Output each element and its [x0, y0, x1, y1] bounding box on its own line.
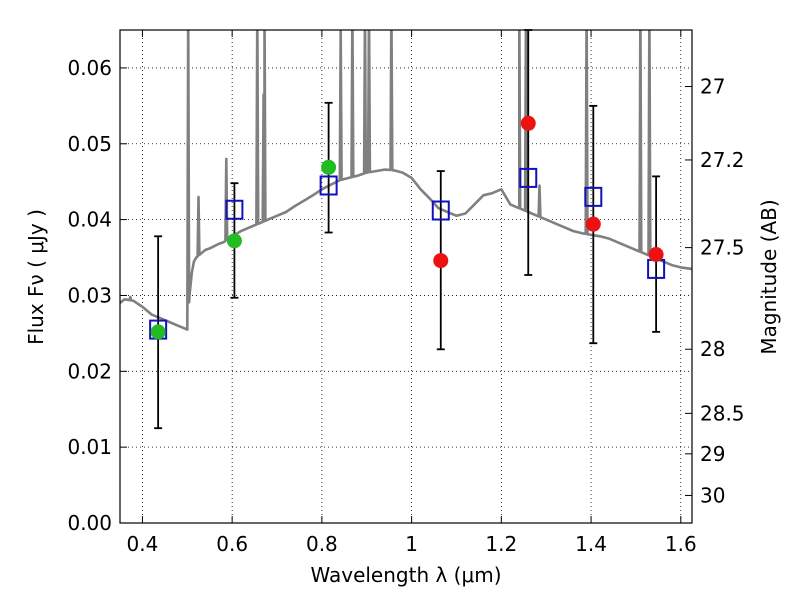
x-tick-label: 0.6: [216, 532, 248, 556]
model-photometry-box: [519, 167, 538, 188]
observed-point-red: [433, 253, 449, 269]
y2-tick-label: 27: [700, 75, 725, 99]
y-tick-label: 0.06: [67, 56, 112, 80]
x-tick-label: 0.8: [306, 532, 338, 556]
y2-tick-label: 27.2: [700, 148, 745, 172]
error-bars-layer: [154, 29, 661, 430]
axes: 0.4 0.6 0.8 1 1.2 1.4 1.6 0.00 0.01 0.02 0.03 0.04 0…: [67, 30, 745, 556]
observed-point-green: [150, 324, 166, 340]
observed-point-red: [520, 115, 536, 131]
x-tick-label: 0.4: [127, 532, 159, 556]
y2-tick-label: 29: [700, 442, 725, 466]
y2-tick-label: 27.5: [700, 236, 745, 260]
model-spectrum-layer: [120, 30, 692, 331]
model-photometry-box: [584, 186, 603, 207]
x-tick-label: 1.2: [485, 532, 517, 556]
y2-tick-label: 30: [700, 483, 725, 507]
x-tick-label: 1: [405, 532, 418, 556]
observed-point-red: [585, 216, 601, 232]
y-tick-label: 0.05: [67, 132, 112, 156]
y-tick-label: 0.04: [67, 208, 112, 232]
y-tick-label: 0.02: [67, 359, 112, 383]
model-photometry-box: [319, 175, 338, 196]
plot-frame: [119, 29, 693, 524]
x-axis-label: Wavelength λ (μm): [310, 563, 501, 587]
model-photometry-box: [225, 199, 244, 220]
observed-point-red: [648, 247, 664, 263]
model-photometry-box: [431, 200, 450, 221]
y2-axis-label: Magnitude (AB): [757, 199, 781, 354]
grid: [120, 30, 692, 524]
y-tick-label: 0.00: [67, 511, 112, 535]
observed-point-green: [321, 159, 337, 175]
x-tick-label: 1.6: [665, 532, 697, 556]
y2-tick-label: 28: [700, 337, 725, 361]
y-axis-label: Flux Fν ( μJy ): [24, 209, 48, 345]
y-tick-label: 0.03: [67, 283, 112, 307]
y2-tick-label: 28.5: [700, 401, 745, 425]
y-tick-label: 0.01: [67, 435, 112, 459]
observed-point-green: [226, 233, 242, 249]
model-spectrum-line: [120, 30, 692, 331]
x-tick-label: 1.4: [575, 532, 607, 556]
observed-points-layer: [150, 115, 664, 340]
